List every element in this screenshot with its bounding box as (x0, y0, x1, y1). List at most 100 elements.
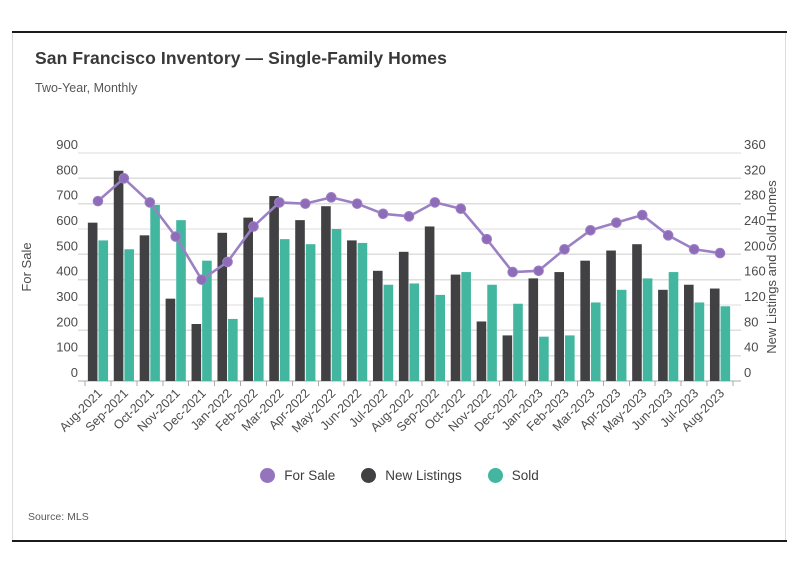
for-sale-point (662, 230, 674, 241)
bar-new-listings (165, 298, 176, 381)
bar-sold (694, 302, 705, 381)
bar-new-listings (606, 250, 616, 381)
bars-group (87, 170, 731, 381)
right-axis-tick-label: 80 (744, 314, 758, 329)
for-sale-point (300, 198, 311, 209)
legend-item-new-listings: New Listings (361, 468, 462, 483)
right-axis-title: New Listings and Sold Homes (764, 180, 779, 354)
bar-sold (305, 244, 316, 381)
for-sale-point (325, 192, 337, 203)
bar-sold (98, 240, 109, 381)
bar-new-listings (217, 232, 228, 381)
left-axis-tick-label: 800 (56, 162, 78, 177)
bar-new-listings (424, 226, 435, 381)
bar-sold (409, 283, 420, 381)
line-group (92, 173, 726, 285)
right-axis-tick-label: 120 (744, 289, 766, 304)
left-axis-title: For Sale (19, 242, 34, 291)
left-axis-tick-label: 300 (56, 289, 78, 304)
for-sale-point (403, 211, 415, 222)
left-axis-tick-label: 200 (56, 314, 78, 329)
for-sale-point (533, 265, 544, 277)
bar-new-listings (87, 222, 98, 381)
bar-sold (590, 302, 601, 381)
source-note: Source: MLS (28, 511, 89, 523)
left-axis-tick-label: 0 (71, 365, 78, 380)
for-sale-point (688, 243, 700, 255)
bar-new-listings (502, 335, 513, 381)
for-sale-legend-dot-icon (260, 468, 276, 483)
bar-sold (176, 220, 186, 381)
for-sale-point (714, 247, 726, 259)
chart-legend: For Sale New Listings Sold (0, 468, 799, 483)
bar-sold (461, 272, 471, 381)
right-axis-tick-label: 0 (744, 365, 751, 380)
bar-new-listings (580, 260, 590, 381)
bar-new-listings (372, 270, 383, 381)
top-rule (12, 31, 787, 33)
bar-new-listings (113, 170, 124, 381)
bar-new-listings (632, 244, 642, 381)
for-sale-point (118, 173, 130, 184)
for-sale-point (144, 197, 156, 208)
bar-new-listings (347, 240, 357, 381)
for-sale-point (636, 209, 648, 221)
left-axis-tick-label: 400 (56, 264, 78, 279)
for-sale-point (222, 256, 233, 268)
legend-label: New Listings (385, 468, 462, 483)
legend-item-for-sale: For Sale (260, 468, 335, 483)
for-sale-point (611, 217, 622, 228)
bottom-rule (12, 540, 787, 542)
bar-sold (539, 336, 549, 381)
bar-new-listings (554, 272, 565, 381)
left-axis-tick-label: 600 (56, 213, 78, 228)
left-axis-tick-labels: 0 100 200 300 400 500 600 700 800 900 (56, 137, 78, 380)
for-sale-point (455, 203, 467, 215)
left-axis-tick-label: 100 (56, 340, 78, 355)
for-sale-point (429, 197, 441, 208)
left-axis-tick-label: 700 (56, 188, 78, 203)
bar-sold (642, 278, 653, 381)
right-axis-tick-label: 160 (744, 264, 766, 279)
bar-sold (279, 239, 290, 381)
bar-sold (616, 289, 627, 381)
bar-sold (357, 242, 368, 381)
for-sale-point (351, 198, 363, 209)
bar-new-listings (528, 278, 539, 381)
bar-new-listings (139, 235, 150, 381)
for-sale-point (274, 197, 285, 208)
bar-sold (383, 284, 394, 381)
bar-sold (202, 260, 212, 381)
for-sale-point (585, 224, 596, 236)
left-axis-tick-label: 500 (56, 238, 78, 253)
bar-sold (124, 249, 134, 381)
bar-new-listings (476, 321, 487, 381)
x-axis-ticks (84, 381, 734, 386)
right-axis-tick-label: 320 (744, 162, 766, 177)
bar-new-listings (450, 274, 461, 381)
bar-new-listings (684, 284, 694, 381)
bar-sold (513, 303, 523, 381)
for-sale-point (507, 266, 518, 278)
new-listings-legend-dot-icon (361, 468, 377, 483)
bar-new-listings (398, 251, 409, 381)
right-axis-tick-labels: 0 40 80 120 160 200 240 280 320 360 (744, 137, 766, 380)
for-sale-point (481, 233, 493, 245)
right-axis-tick-label: 40 (744, 340, 758, 355)
right-axis-tick-label: 280 (744, 188, 766, 203)
right-axis-tick-label: 240 (744, 213, 766, 228)
bar-new-listings (658, 289, 668, 381)
legend-label: For Sale (284, 468, 336, 483)
bar-new-listings (243, 217, 253, 381)
bar-sold (565, 335, 575, 381)
sold-legend-dot-icon (487, 468, 503, 483)
for-sale-point (92, 195, 104, 207)
bar-new-listings (295, 220, 305, 381)
bar-new-listings (709, 288, 720, 381)
legend-label: Sold (511, 468, 539, 483)
bar-sold (668, 272, 679, 381)
bar-sold (435, 294, 446, 381)
for-sale-point (377, 208, 389, 220)
